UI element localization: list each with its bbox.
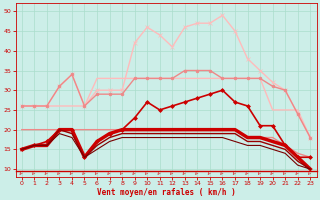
X-axis label: Vent moyen/en rafales ( km/h ): Vent moyen/en rafales ( km/h ) (97, 188, 236, 197)
